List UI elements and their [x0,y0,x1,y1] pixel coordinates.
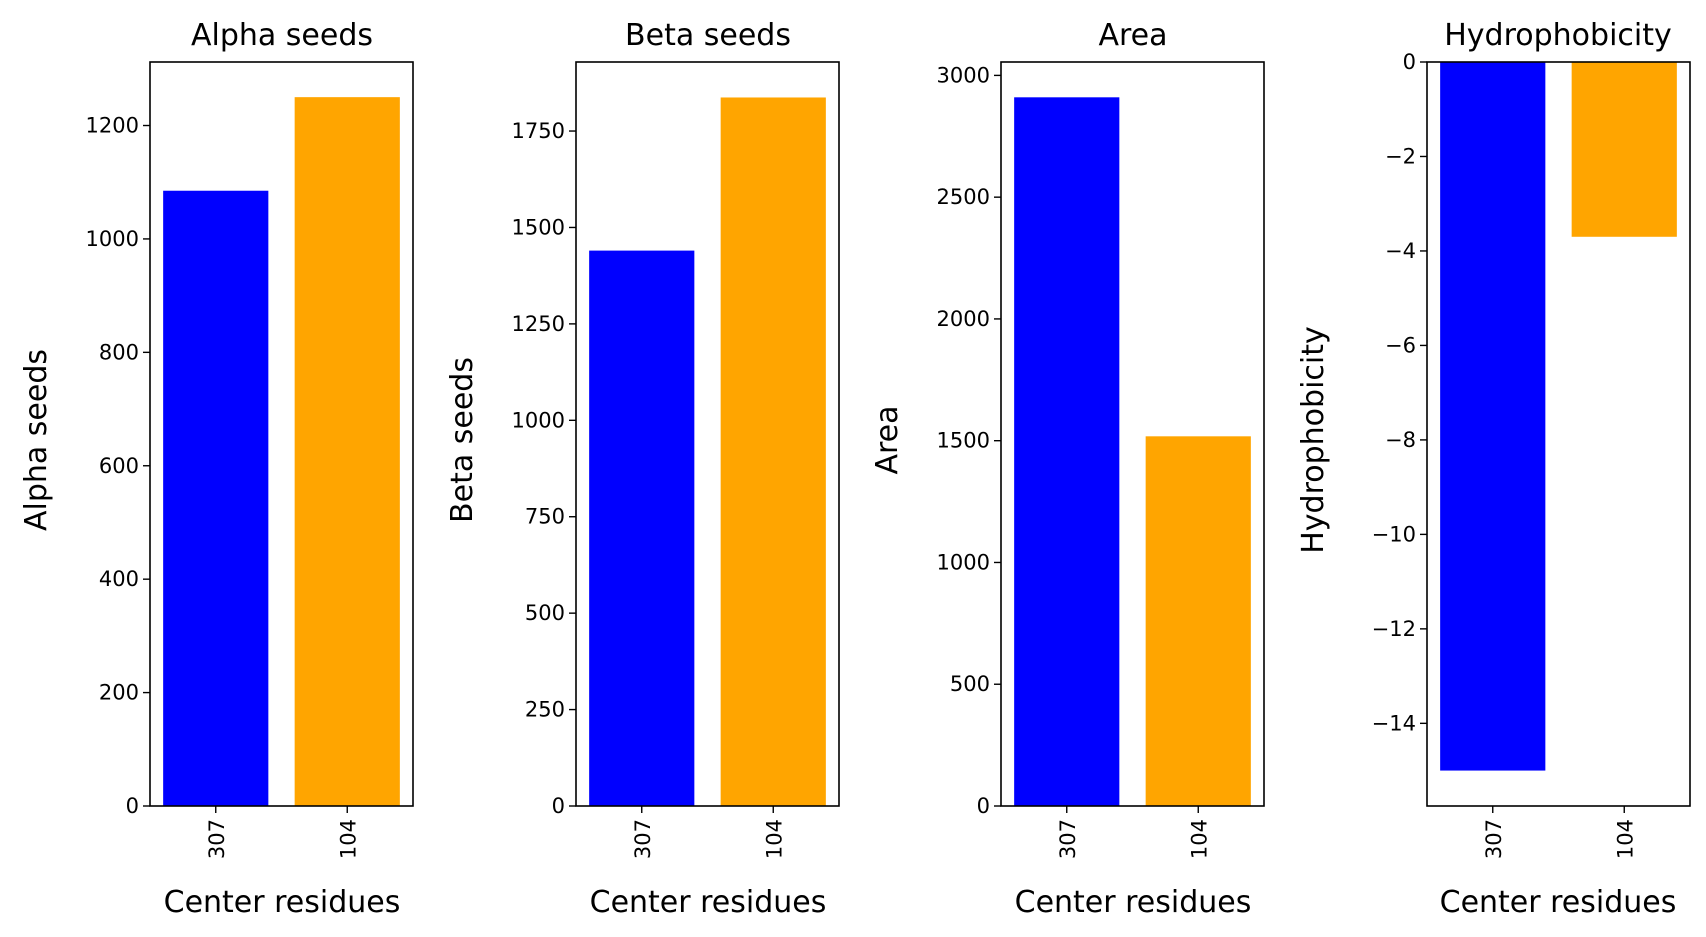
axes-frame [1426,61,1691,807]
y-tick-label: 200 [99,681,139,705]
bar-307 [163,190,269,807]
x-tick-label: 307 [1482,819,1506,859]
bar-307 [589,250,695,807]
y-tick-label: 1000 [937,550,990,574]
panel-title: Hydrophobicity [1444,18,1672,53]
x-axis-label: Center residues [164,885,401,920]
axes-frame [1000,61,1265,807]
y-tick-label: 500 [525,601,565,625]
panel-title: Alpha seeds [191,18,373,53]
y-tick-label: 1500 [937,429,990,453]
y-tick-label: 1750 [512,119,565,143]
y-tick-label: 500 [950,672,990,696]
axes-frame [149,61,414,807]
y-tick-label: −14 [1372,711,1416,735]
panel-area: Area Center residues Area 0 500 1000 1500 20… [870,18,1265,920]
x-tick-label: 307 [631,819,655,859]
y-tick-label: 3000 [937,63,990,87]
y-tick-label: −4 [1385,239,1416,263]
y-tick-label: 0 [552,794,565,818]
y-tick-label: 400 [99,567,139,591]
x-tick-label: 307 [205,819,229,859]
y-tick-label: 1500 [512,215,565,239]
y-tick-label: 0 [126,794,139,818]
axes-frame [575,61,840,807]
y-tick-label: 250 [525,698,565,722]
panel-hydrophobicity: Hydrophobicity Center residues Hydrophob… [1296,18,1691,920]
y-tick-label: 1000 [512,408,565,432]
panel-beta-seeds: Beta seeds Center residues Beta seeds 0 2… [445,18,840,920]
y-axis-label: Alpha seeds [19,349,54,531]
panel-alpha-seeds: Alpha seeds Center residues Alpha seeds … [19,18,414,920]
y-tick-label: 600 [99,454,139,478]
panel-title: Area [1098,18,1167,53]
y-tick-label: 750 [525,505,565,529]
x-axis-label: Center residues [590,885,827,920]
x-tick-label: 104 [336,819,360,859]
y-axis-label: Hydrophobicity [1296,326,1331,554]
y-tick-label: −12 [1372,617,1416,641]
bar-104 [1145,436,1251,806]
x-tick-label: 104 [762,819,786,859]
y-tick-label: 2500 [937,185,990,209]
y-tick-label: −10 [1372,522,1416,546]
x-axis-label: Center residues [1440,885,1677,920]
x-axis-label: Center residues [1015,885,1252,920]
bar-104 [720,97,826,807]
y-tick-label: −2 [1385,144,1416,168]
y-tick-label: 0 [977,794,990,818]
y-tick-label: 1250 [512,312,565,336]
y-tick-label: −8 [1385,428,1416,452]
y-tick-label: 800 [99,340,139,364]
y-tick-label: 1200 [86,114,139,138]
bar-307 [1014,97,1120,806]
x-tick-label: 307 [1056,819,1080,859]
y-tick-label: 2000 [937,307,990,331]
bar-104 [294,97,400,806]
y-axis-label: Area [870,405,905,474]
y-tick-label: 0 [1403,50,1416,74]
bar-307 [1440,62,1546,771]
panel-title: Beta seeds [625,18,791,53]
y-tick-label: −6 [1385,333,1416,357]
x-tick-label: 104 [1613,819,1637,859]
y-tick-label: 1000 [86,227,139,251]
y-axis-label: Beta seeds [445,357,480,523]
x-tick-label: 104 [1187,819,1211,859]
bar-104 [1571,62,1677,237]
